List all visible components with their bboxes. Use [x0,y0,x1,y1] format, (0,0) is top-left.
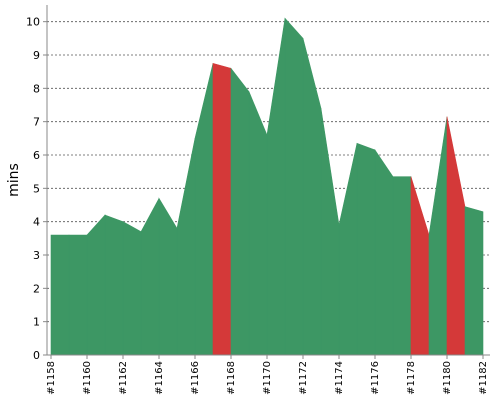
successful-build-segment [266,18,286,356]
x-tick-label: #1170 [262,361,273,395]
y-tick-label: 4 [33,216,40,229]
x-tick-label: #1180 [442,361,453,395]
failed-build-segment [410,176,430,356]
x-tick-label: #1158 [46,361,57,395]
y-tick-label: 3 [33,249,40,262]
successful-build-segment [230,67,250,356]
successful-build-segment [86,214,106,356]
successful-build-segment [284,17,304,356]
x-tick-label: #1164 [154,361,165,395]
x-tick-label: #1182 [478,361,489,395]
y-tick-label: 5 [33,182,40,195]
failed-build-segment [212,62,232,356]
x-tick-label: #1178 [406,361,417,395]
failed-build-segment [446,116,466,356]
successful-build-segment [428,116,448,356]
successful-build-segment [68,234,88,356]
x-tick-label: #1174 [334,361,345,395]
y-tick-label: 1 [33,316,40,329]
axes: 0 1 2 3 4 5 6 7 8 9 10 #1158 #1160 #1162 #1164 #1166 #11… [26,5,490,395]
y-tick-label: 8 [33,82,40,95]
successful-build-segment [104,214,124,356]
duration-area [50,17,484,356]
y-tick-label: 10 [26,16,40,29]
x-tick-label: #1172 [298,361,309,395]
successful-build-segment [194,63,214,356]
successful-build-segment [302,38,322,356]
y-tick-label: 0 [33,349,40,362]
y-tick-label: 2 [33,282,40,295]
y-axis-label: mins [6,163,22,197]
successful-build-segment [356,142,376,356]
x-tick-label: #1162 [118,361,129,395]
successful-build-segment [176,138,196,356]
successful-build-segment [158,197,178,356]
y-tick-label: 9 [33,49,40,62]
x-tick-label: #1176 [370,361,381,395]
successful-build-segment [50,234,70,356]
successful-build-segment [338,143,358,356]
x-tick-label: #1160 [82,361,93,395]
successful-build-segment [122,221,142,356]
successful-build-segment [392,176,412,356]
y-tick-label: 7 [33,116,40,129]
successful-build-segment [248,91,268,356]
x-tick-label: #1168 [226,361,237,395]
successful-build-segment [320,108,340,356]
successful-build-segment [374,149,394,356]
x-tick-label: #1166 [190,361,201,395]
successful-build-segment [464,206,484,356]
y-tick-label: 6 [33,149,40,162]
